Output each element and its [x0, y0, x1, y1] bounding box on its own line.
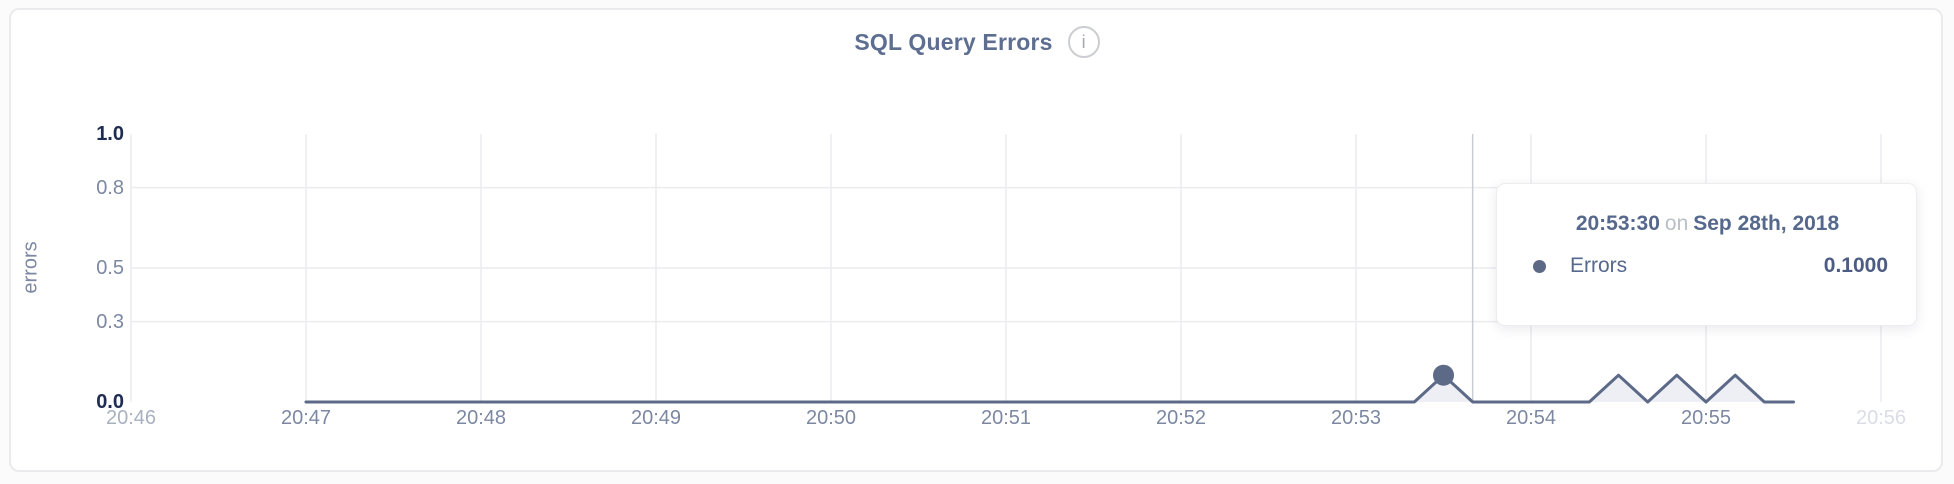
- chart-tooltip: 20:53:30 on Sep 28th, 2018 Errors 0.1000: [1496, 183, 1917, 326]
- tooltip-value: 0.1000: [1823, 254, 1888, 277]
- series-line: [304, 373, 1795, 404]
- x-tick-label: 20:54: [1505, 407, 1557, 429]
- y-axis-title: errors: [19, 240, 42, 294]
- series-area: [306, 375, 1794, 402]
- y-tick-label: 0.5: [96, 257, 124, 279]
- x-tick-label: 20:55: [1680, 407, 1732, 429]
- tooltip-time: 20:53:30: [1575, 212, 1660, 235]
- x-tick-label: 20:56: [1855, 407, 1907, 429]
- series-bullet-icon: [1533, 259, 1546, 273]
- y-tick-label: 0.3: [96, 310, 124, 333]
- y-tick-label: 1.0: [96, 123, 124, 145]
- y-tick-label: 0.0: [96, 391, 124, 413]
- x-tick-label: 20:52: [1155, 407, 1207, 429]
- info-icon[interactable]: i: [1067, 26, 1100, 58]
- chart-title: SQL Query Errors: [854, 28, 1053, 55]
- hover-point-dot[interactable]: [1433, 364, 1454, 386]
- x-tick-label: 20:51: [980, 407, 1032, 429]
- tooltip-series-row: Errors 0.1000: [1527, 254, 1888, 278]
- tooltip-series-name: Errors: [1570, 254, 1628, 277]
- tooltip-date: Sep 28th, 2018: [1693, 212, 1840, 235]
- x-tick-label: 20:48: [455, 407, 507, 429]
- chart-header: SQL Query Errors i: [0, 26, 1954, 58]
- tooltip-conjunction: on: [1664, 212, 1689, 235]
- x-tick-label: 20:50: [805, 407, 857, 429]
- x-tick-label: 20:47: [280, 407, 332, 429]
- tooltip-header: 20:53:30 on Sep 28th, 2018: [1527, 212, 1888, 236]
- y-tick-label: 0.8: [96, 176, 124, 199]
- x-tick-label: 20:53: [1330, 407, 1382, 429]
- x-tick-label: 20:49: [630, 407, 682, 429]
- x-tick-label: 20:46: [105, 407, 157, 429]
